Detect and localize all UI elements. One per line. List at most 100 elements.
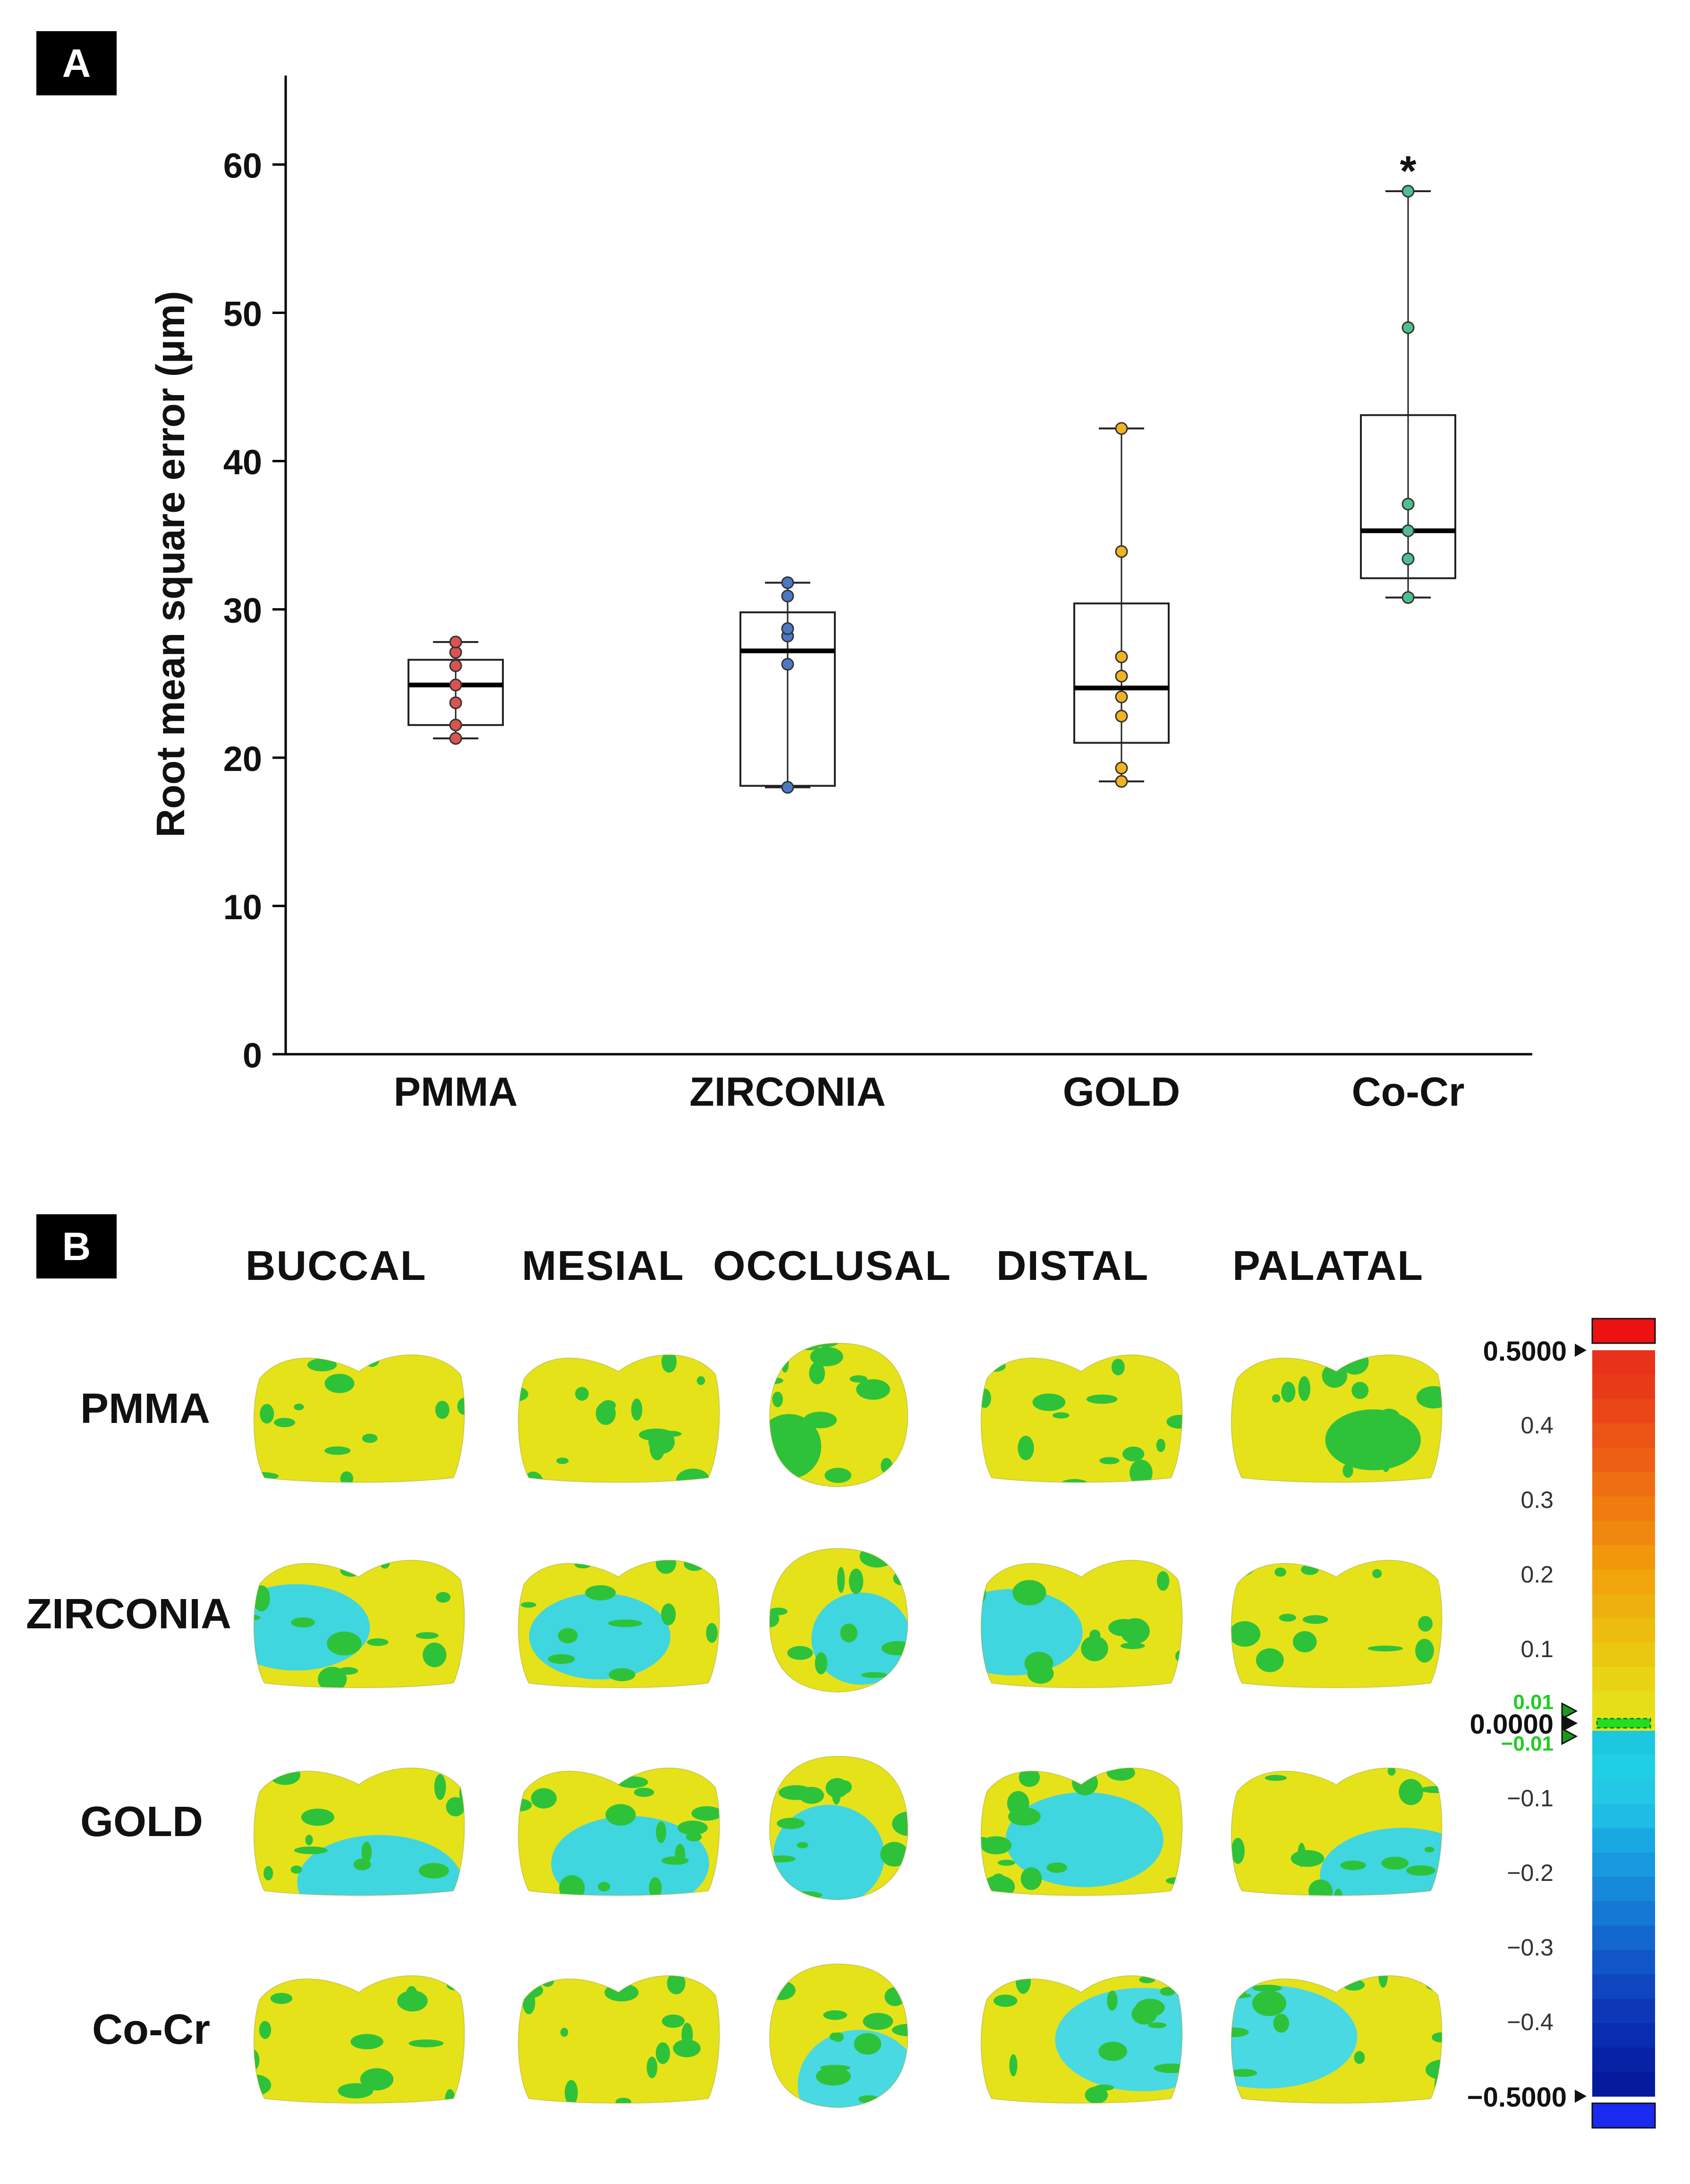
x-category-label: PMMA [394,1069,518,1115]
tooth-deviation-map [518,1354,720,1483]
data-point [449,678,462,692]
data-point [1115,710,1128,723]
panel-b-tag: B [36,1214,117,1278]
data-point [449,719,462,732]
colorbar-tolerance-band [1596,1718,1651,1729]
rmse-boxplot: 0 10 20 30 40 50 60 PMMA ZIRCONIA GOLD * Co-Cr Roo… [148,76,1532,1115]
data-point [1115,422,1128,435]
panel-a-tag: A [36,31,117,95]
colorbar-band [1592,2023,1655,2048]
y-tick-label: 0 [243,1036,262,1075]
tooth-deviation-map [518,1975,720,2104]
colorbar-marker-arrow [1561,1714,1578,1732]
data-point [781,622,794,635]
colorbar-band [1592,1877,1655,1902]
colorbar-min-label: −0.5000 [1467,2082,1567,2113]
view-label-distal: DISTAL [996,1242,1149,1289]
data-point [449,646,462,659]
colorbar-under-swatch [1591,2102,1656,2129]
colorbar-band [1592,1496,1655,1522]
colorbar-band [1592,1803,1655,1829]
colorbar-band [1592,1974,1655,1999]
colorbar-max-arrow [1575,1344,1587,1357]
colorbar-tick-label: −0.4 [1507,2009,1554,2035]
colorbar-band [1592,1716,1655,1731]
y-tick-label: 40 [223,443,262,482]
data-point [781,658,794,671]
data-point [1401,552,1415,566]
colorbar-tick-label: 0.1 [1520,1636,1554,1662]
colorbar-band [1592,1399,1655,1424]
x-category-label: Co-Cr [1352,1069,1465,1115]
colorbar-band [1592,1448,1655,1473]
data-point [1115,545,1128,558]
material-label-gold: GOLD [80,1798,203,1845]
colorbar-band [1592,1852,1655,1878]
colorbar-band [1592,1521,1655,1546]
tooth-deviation-map [1231,1559,1443,1688]
colorbar-band [1592,1998,1655,2024]
colorbar-tick-label: 0.3 [1520,1487,1554,1513]
data-point [1401,591,1415,604]
y-tick-label: 30 [223,591,262,630]
box-gold: GOLD [1063,422,1180,1115]
colorbar-max-label: 0.5000 [1483,1336,1567,1367]
view-label-occlusal: OCCLUSAL [713,1242,951,1289]
y-axis-label: Root mean square error (μm) [148,291,193,838]
data-point [449,696,462,710]
colorbar-band [1592,1828,1655,1853]
colorbar-band [1592,1569,1655,1595]
x-category-label: ZIRCONIA [689,1069,886,1115]
data-point [1115,690,1128,703]
colorbar-band [1592,2047,1655,2073]
tooth-deviation-map [1231,1975,1443,2104]
data-point [1401,498,1415,511]
data-point [1115,669,1128,683]
colorbar-band [1592,1642,1655,1668]
data-point [1401,321,1415,334]
tooth-deviation-map [253,1354,465,1483]
colorbar-tick-label: −0.2 [1507,1860,1554,1886]
colorbar-band [1592,1472,1655,1497]
data-point [1115,650,1128,663]
data-point [781,781,794,794]
data-point [781,589,794,602]
data-point [1115,762,1128,775]
colorbar-band [1592,1925,1655,1951]
colorbar-band [1592,1374,1655,1400]
tooth-deviation-map [769,1755,909,1901]
colorbar-band [1592,2072,1655,2097]
tooth-deviation-map [253,1559,465,1688]
tooth-deviation-map [980,1767,1183,1896]
colorbar-band [1592,1618,1655,1643]
y-tick-label: 50 [223,295,262,334]
y-tick-label: 60 [223,146,262,185]
colorbar-band [1592,1691,1655,1717]
colorbar-band [1592,1901,1655,1926]
material-label-zirconia: ZIRCONIA [26,1591,231,1638]
box-zirconia: ZIRCONIA [689,576,886,1115]
colorbar-band [1592,1350,1655,1375]
colorbar-band [1592,1594,1655,1619]
colorbar-zero-label: 0.0000 [1470,1709,1554,1740]
iqr-box [1360,414,1456,579]
data-point [781,576,794,589]
colorbar-marker-arrow [1561,1702,1578,1720]
tooth-deviation-map [980,1354,1183,1483]
colorbar-band [1592,1667,1655,1692]
x-category-label: GOLD [1063,1069,1180,1115]
tooth-deviation-map [253,1975,465,2104]
tooth-deviation-map [980,1975,1183,2104]
view-label-mesial: MESIAL [522,1242,685,1289]
material-label-pmma: PMMA [80,1385,210,1432]
tooth-deviation-map [1231,1354,1443,1483]
data-point [1401,524,1415,537]
y-tick-label: 20 [223,739,262,779]
colorbar-tick-label: −0.1 [1507,1785,1554,1812]
colorbar-band [1592,1755,1655,1780]
tooth-deviation-map [518,1767,720,1896]
box-pmma: PMMA [394,635,518,1115]
colorbar-min-arrow [1575,2090,1587,2103]
colorbar-tol-neg-label: −0.01 [1501,1732,1554,1755]
data-point [1401,185,1415,198]
